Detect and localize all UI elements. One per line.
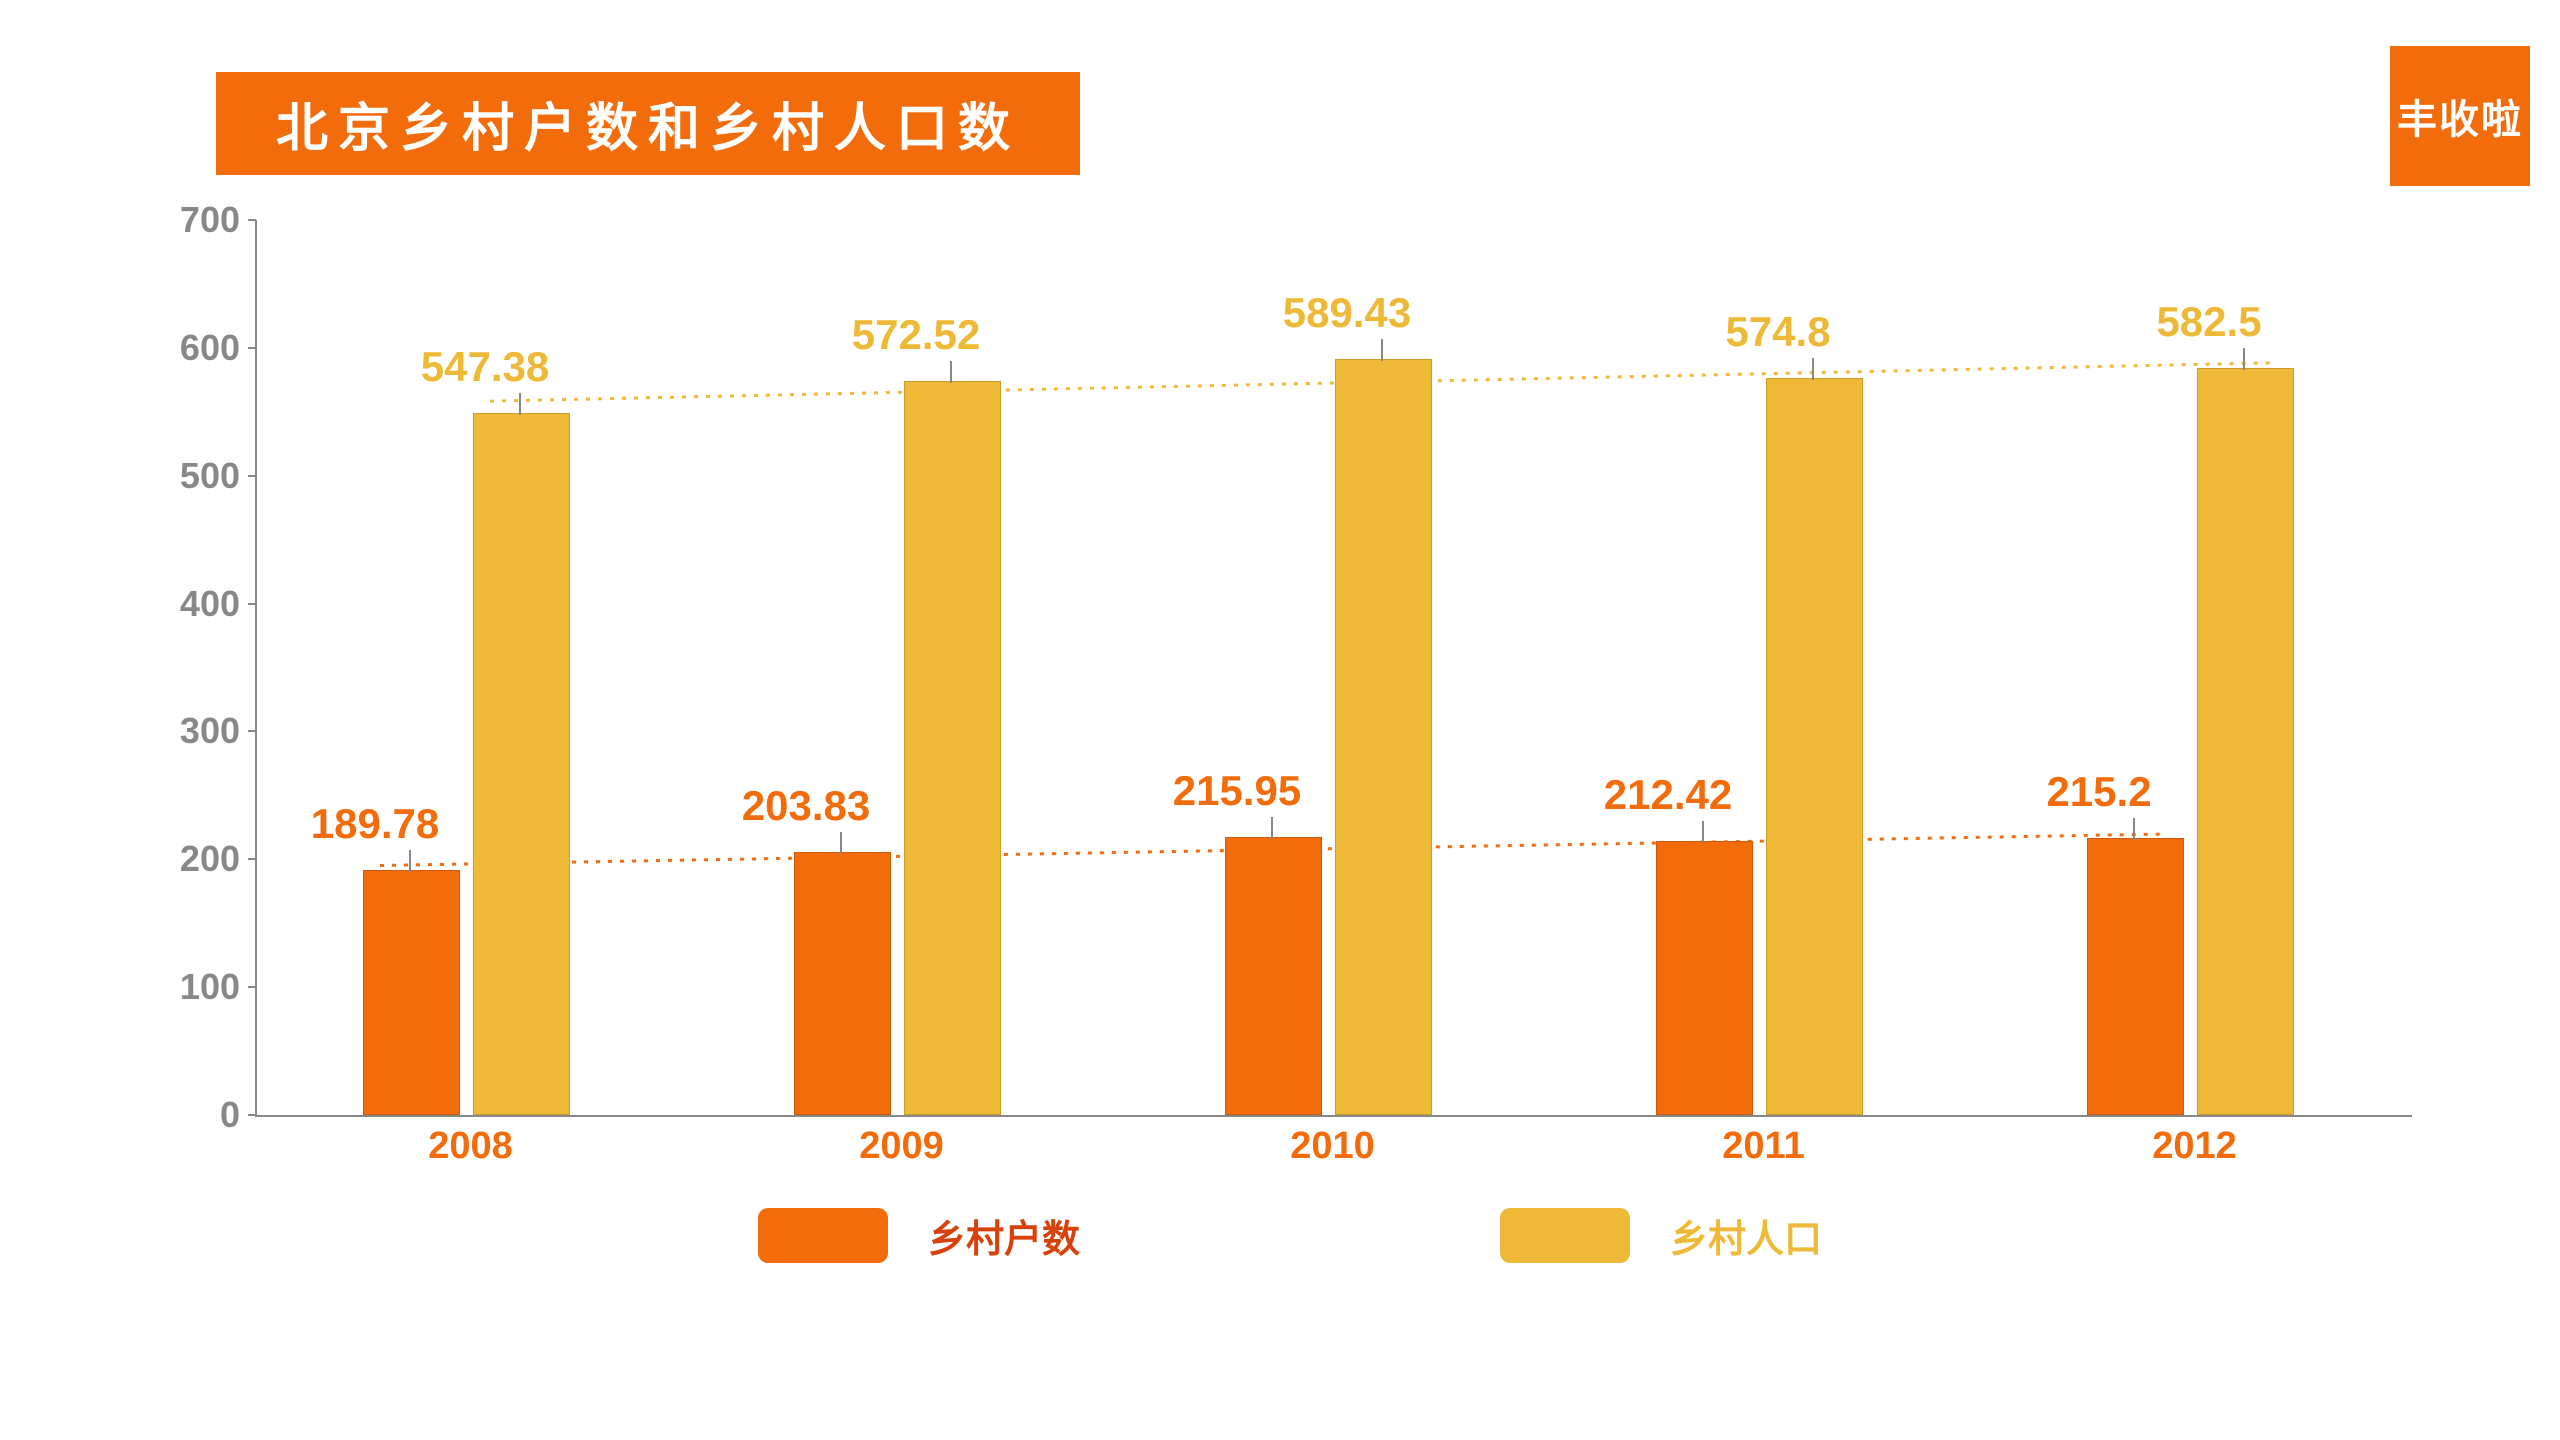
y-axis-tick-mark [248, 1114, 256, 1116]
y-axis-tick-label: 300 [150, 710, 240, 752]
bar-households [363, 870, 460, 1115]
x-axis-tick-label: 2012 [2152, 1125, 2237, 1168]
y-axis-tick-mark [248, 986, 256, 988]
data-label-leader [1702, 821, 1704, 843]
data-label-leader [1381, 339, 1383, 361]
data-label-leader [519, 393, 521, 415]
y-axis-tick-mark [248, 347, 256, 349]
data-label-population: 589.43 [1283, 289, 1411, 337]
legend-item: 乡村户数 [758, 1200, 1080, 1270]
data-label-leader [409, 850, 411, 872]
bar-households [1225, 837, 1322, 1115]
bar-population [1766, 378, 1863, 1115]
data-label-leader [950, 361, 952, 383]
y-axis-tick-label: 200 [150, 838, 240, 880]
data-label-households: 215.2 [2046, 768, 2151, 816]
y-axis-tick-mark [248, 730, 256, 732]
data-label-leader [1812, 358, 1814, 380]
y-axis-tick-label: 0 [150, 1094, 240, 1136]
y-axis-tick-label: 400 [150, 583, 240, 625]
legend-label: 乡村人口 [1670, 1208, 1822, 1263]
bar-population [473, 413, 570, 1115]
data-label-population: 547.38 [421, 343, 549, 391]
y-axis-tick-mark [248, 219, 256, 221]
data-label-leader [2133, 818, 2135, 840]
y-axis-tick-label: 500 [150, 455, 240, 497]
y-axis-tick-label: 100 [150, 966, 240, 1008]
bar-households [794, 852, 891, 1115]
y-axis-tick-label: 700 [150, 199, 240, 241]
legend-label: 乡村户数 [928, 1208, 1080, 1263]
legend-swatch [1500, 1208, 1630, 1263]
chart-container: 189.78 547.38 203.83 572.52 215.95 589.43 212.… [140, 220, 2440, 1220]
data-label-households: 203.83 [742, 782, 870, 830]
bar-population [904, 381, 1001, 1115]
bar-population [1335, 359, 1432, 1115]
bar-population [2197, 368, 2294, 1115]
y-axis-tick-mark [248, 475, 256, 477]
y-axis-tick-label: 600 [150, 327, 240, 369]
data-label-leader [840, 832, 842, 854]
legend-item: 乡村人口 [1500, 1200, 1822, 1270]
y-axis-tick-mark [248, 603, 256, 605]
data-label-leader [2243, 348, 2245, 370]
y-axis-tick-mark [248, 858, 256, 860]
data-label-population: 572.52 [852, 311, 980, 359]
brand-logo-badge: 丰收啦 [2390, 46, 2530, 186]
data-label-population: 582.5 [2156, 298, 2261, 346]
x-axis-tick-label: 2008 [428, 1125, 513, 1168]
data-label-households: 212.42 [1604, 771, 1732, 819]
x-axis-tick-label: 2009 [859, 1125, 944, 1168]
data-label-leader [1271, 817, 1273, 839]
plot-area: 189.78 547.38 203.83 572.52 215.95 589.43 212.… [255, 220, 2412, 1117]
x-axis-tick-label: 2010 [1290, 1125, 1375, 1168]
legend-swatch [758, 1208, 888, 1263]
chart-title: 北京乡村户数和乡村人口数 [216, 72, 1080, 175]
bar-households [2087, 838, 2184, 1115]
x-axis-tick-label: 2011 [1722, 1125, 1804, 1168]
data-label-households: 215.95 [1173, 767, 1301, 815]
legend: 乡村户数 乡村人口 [140, 1200, 2440, 1270]
page-root: 北京乡村户数和乡村人口数 丰收啦 189.78 547.38 203.83 572.5… [0, 0, 2560, 1440]
data-label-population: 574.8 [1725, 308, 1830, 356]
bar-households [1656, 841, 1753, 1115]
data-label-households: 189.78 [311, 800, 439, 848]
